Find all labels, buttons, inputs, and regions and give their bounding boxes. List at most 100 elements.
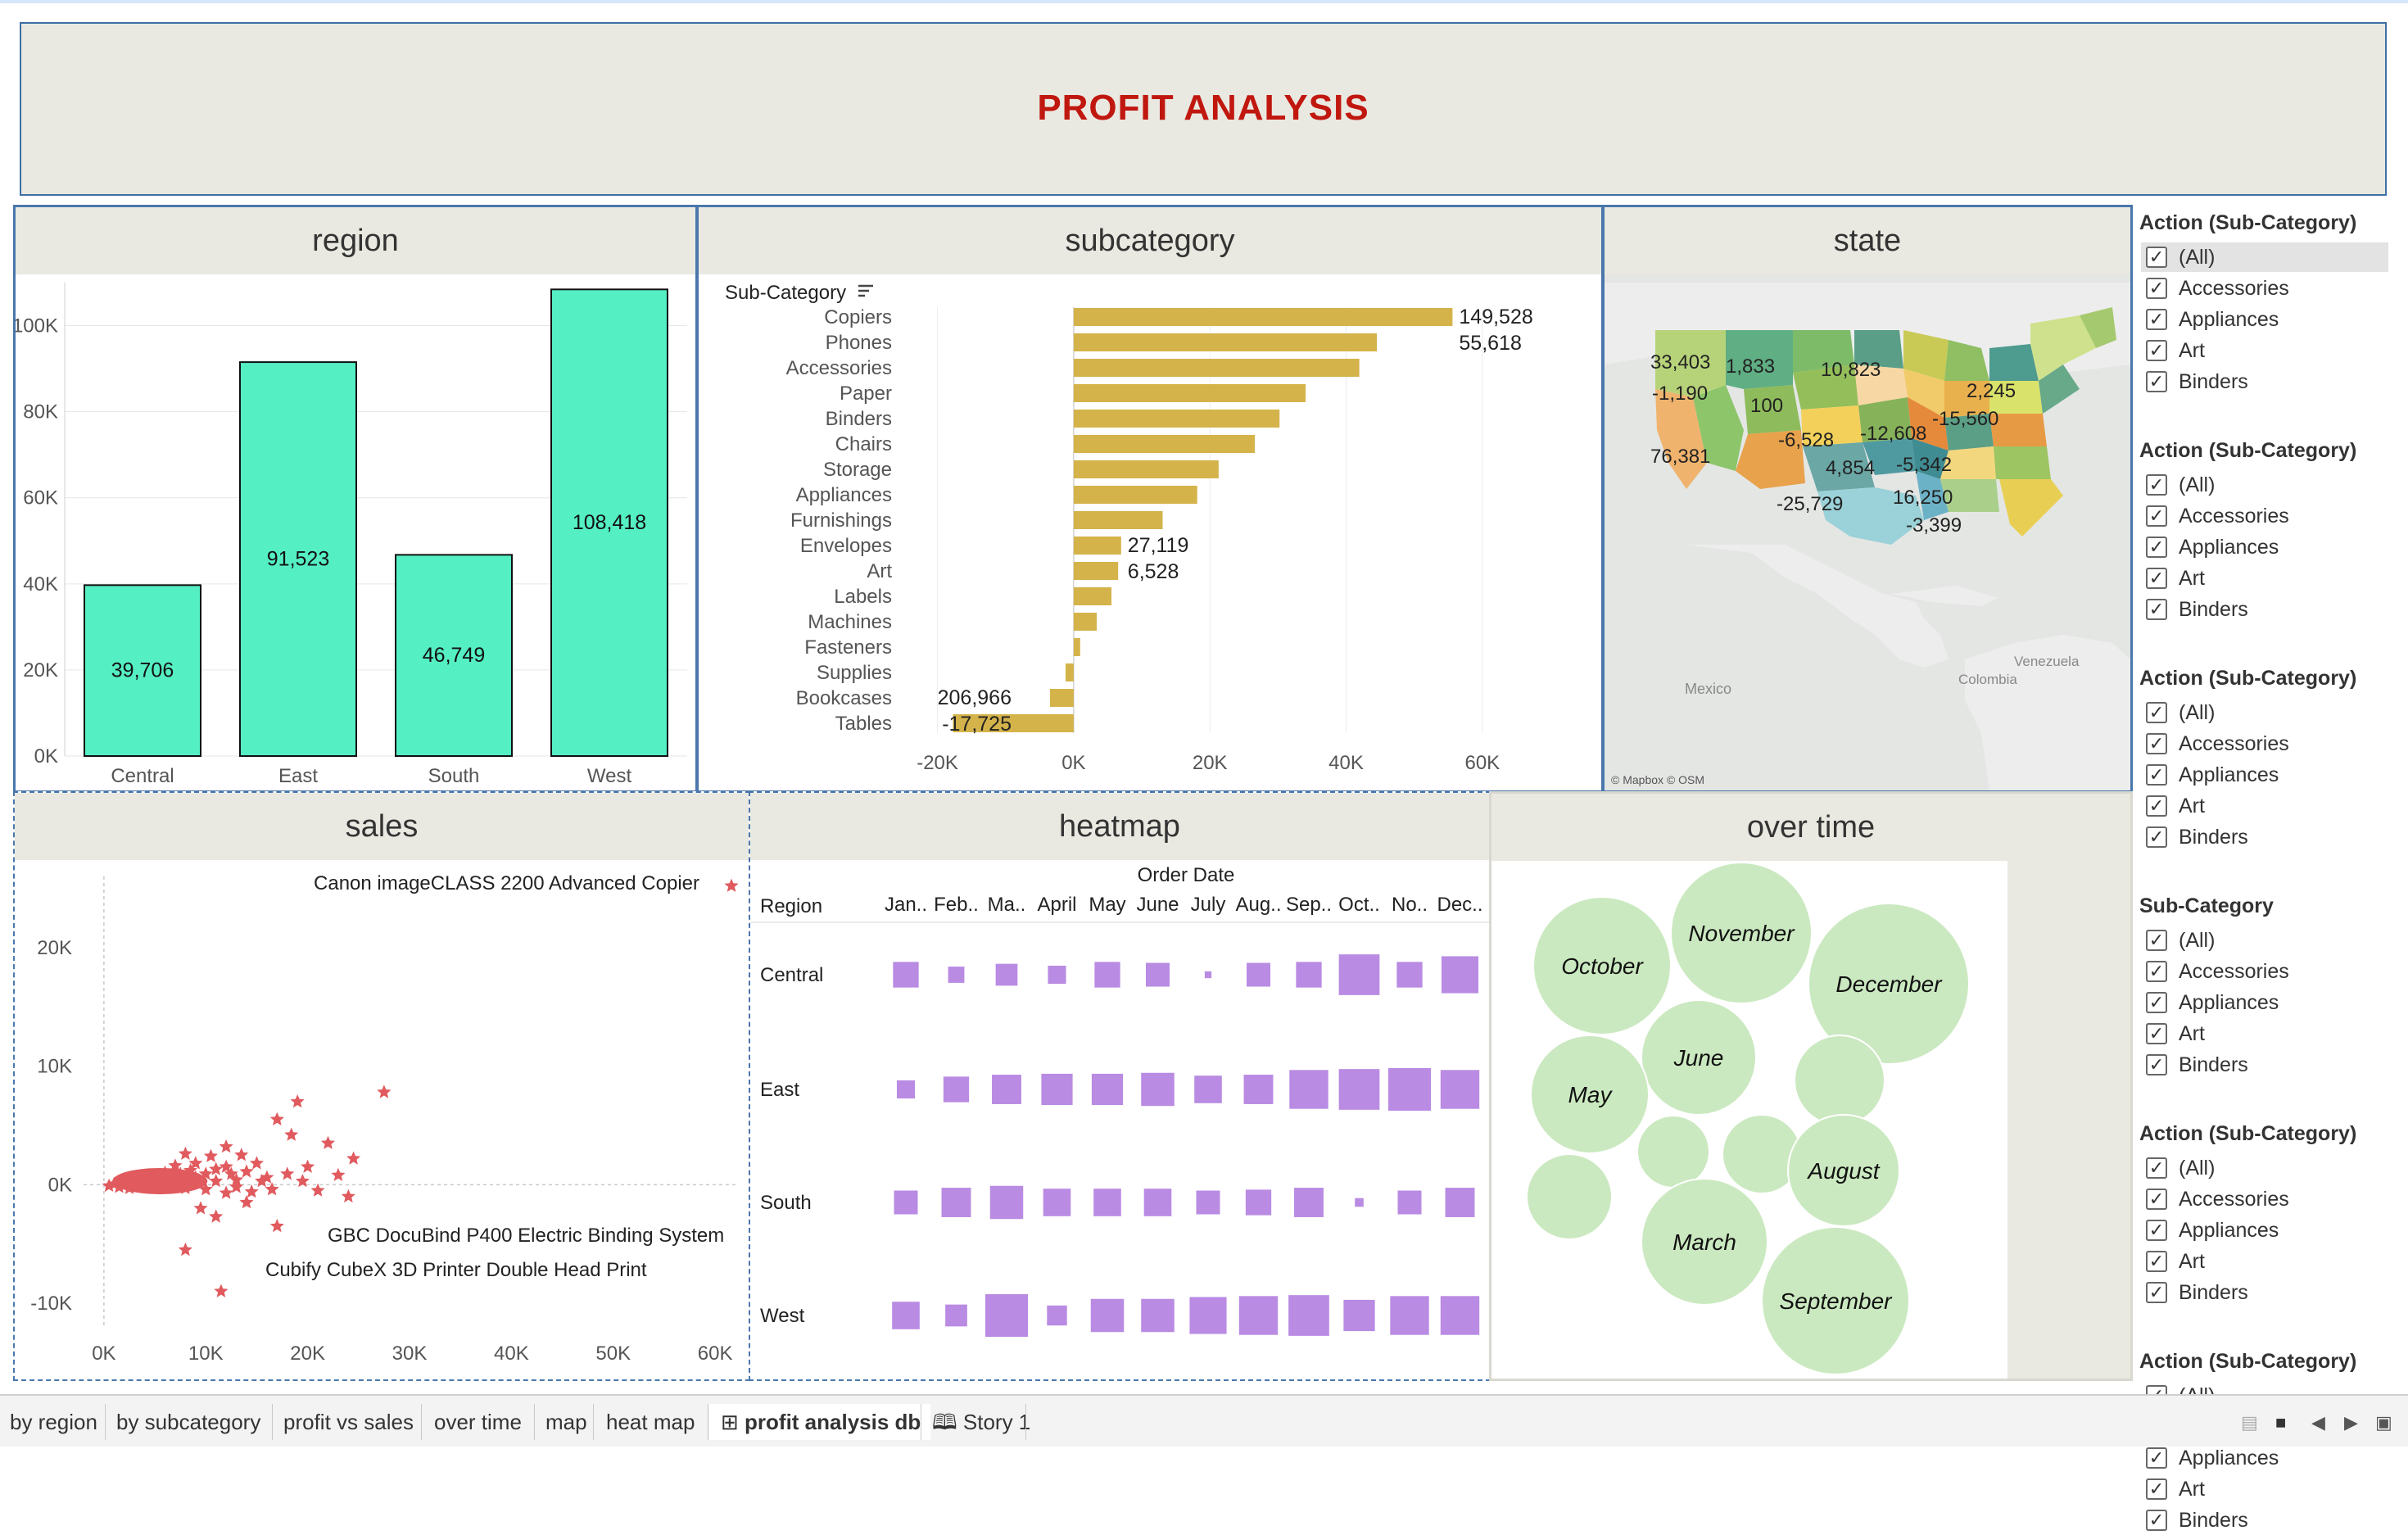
month-bubble[interactable] (1636, 1115, 1710, 1189)
checkbox-checked-icon[interactable]: ✓ (2146, 599, 2167, 620)
sales-scatter-chart[interactable]: -10K 0K 10K 20K 0K 10K 20K 30K 40K 50K 60K Canon im… (15, 860, 749, 1379)
checkbox-checked-icon[interactable]: ✓ (2146, 505, 2167, 527)
sales-point[interactable] (301, 1159, 315, 1173)
checkbox-checked-icon[interactable]: ✓ (2146, 1510, 2167, 1531)
sales-point[interactable] (265, 1182, 279, 1196)
sales-point[interactable] (209, 1161, 224, 1175)
sales-point[interactable] (198, 1166, 213, 1180)
checkbox-checked-icon[interactable]: ✓ (2146, 309, 2167, 330)
sales-point[interactable] (209, 1174, 224, 1188)
region-panel[interactable]: region 0K 20K 40K 60K 80K 100K 39,706 Central 91… (13, 205, 698, 793)
heatmap-cell[interactable] (1090, 1298, 1125, 1333)
heatmap-cell[interactable] (1143, 1189, 1172, 1216)
filter-option[interactable]: ✓ Appliances (2141, 532, 2388, 562)
sales-point[interactable] (341, 1189, 355, 1203)
heatmap-cell[interactable] (1343, 1299, 1375, 1332)
heatmap-cell[interactable] (992, 1075, 1021, 1104)
heatmap-cell[interactable] (1094, 962, 1120, 988)
sales-point[interactable] (183, 1162, 198, 1177)
tab-over-time[interactable]: over time (434, 1410, 522, 1434)
sales-point[interactable] (178, 1146, 192, 1160)
sales-point[interactable] (178, 1242, 192, 1257)
checkbox-checked-icon[interactable]: ✓ (2146, 930, 2167, 951)
month-bubble[interactable] (1641, 999, 1757, 1116)
sort-icon[interactable] (858, 284, 873, 297)
filter-option[interactable]: ✓ Binders (2141, 1506, 2388, 1535)
state-panel[interactable]: state (1602, 205, 2133, 793)
filter-option[interactable]: ✓ Art (2141, 1474, 2388, 1504)
subcategory-bar-bookcases[interactable] (1050, 689, 1074, 707)
checkbox-checked-icon[interactable]: ✓ (2146, 1220, 2167, 1241)
checkbox-checked-icon[interactable]: ✓ (2146, 992, 2167, 1013)
state-map[interactable]: Mexico Venezuela Colombia © Mapbox © OSM… (1605, 274, 2130, 790)
sales-point[interactable] (377, 1084, 392, 1098)
checkbox-checked-icon[interactable]: ✓ (2146, 247, 2167, 268)
sales-point[interactable] (239, 1195, 254, 1209)
tab-map[interactable]: map (545, 1410, 587, 1434)
heatmap-cell[interactable] (989, 1185, 1024, 1220)
sales-point[interactable] (188, 1156, 203, 1170)
subcategory-bar-binders[interactable] (1073, 410, 1280, 428)
heatmap-chart[interactable]: Order Date Region Jan.. Feb.. Ma.. April May Ju… (750, 860, 1489, 1379)
sales-point[interactable] (214, 1284, 229, 1297)
subcategory-bar-labels[interactable] (1073, 587, 1112, 605)
over-time-bubble-chart[interactable]: October November December June May August Marc… (1491, 861, 2132, 1380)
checkbox-checked-icon[interactable]: ✓ (2146, 733, 2167, 754)
heatmap-cell[interactable] (941, 1188, 971, 1217)
previous-sheet-icon[interactable]: ◀ (2311, 1412, 2325, 1433)
heatmap-cell[interactable] (1048, 965, 1066, 985)
heatmap-cell[interactable] (1396, 962, 1423, 988)
filter-option[interactable]: ✓ Appliances (2141, 1443, 2388, 1473)
checkbox-checked-icon[interactable]: ✓ (2146, 1478, 2167, 1500)
heatmap-cell[interactable] (1388, 1068, 1431, 1111)
region-bar-central[interactable] (84, 584, 201, 757)
sales-point[interactable] (320, 1135, 336, 1149)
heatmap-cell[interactable] (1141, 1298, 1175, 1333)
heatmap-cell[interactable] (1189, 1297, 1227, 1334)
heatmap-cell[interactable] (945, 1304, 967, 1327)
sales-point[interactable] (178, 1180, 192, 1194)
filter-option[interactable]: ✓ Binders (2141, 367, 2388, 396)
heatmap-cell[interactable] (1043, 1189, 1071, 1216)
sales-point[interactable] (198, 1182, 213, 1196)
filter-option[interactable]: ✓ Binders (2141, 1278, 2388, 1307)
sales-panel[interactable]: sales -10K 0K 10K 20K 0K 10K 20K 30K 40K 50K 60K Ca… (13, 791, 750, 1381)
sales-point[interactable] (219, 1159, 233, 1173)
filter-option[interactable]: ✓ (All) (2141, 242, 2388, 272)
heatmap-cell[interactable] (894, 1190, 918, 1215)
sales-point[interactable] (152, 1174, 167, 1188)
filter-option[interactable]: ✓ Accessories (2141, 501, 2388, 531)
sales-point[interactable] (284, 1127, 299, 1141)
filter-option[interactable]: ✓ Art (2141, 564, 2388, 593)
sales-point[interactable] (193, 1201, 208, 1215)
heatmap-cell[interactable] (1091, 1073, 1124, 1106)
heatmap-cell[interactable] (1441, 956, 1479, 994)
tab-profit-vs-sales[interactable]: profit vs sales (283, 1410, 414, 1434)
tab-heat-map[interactable]: heat map (606, 1410, 695, 1434)
month-bubble[interactable] (1526, 1153, 1613, 1240)
heatmap-cell[interactable] (1355, 1198, 1364, 1207)
heatmap-cell[interactable] (1440, 1070, 1480, 1109)
heatmap-cell[interactable] (985, 1294, 1028, 1337)
region-bar-west[interactable] (550, 288, 668, 758)
tab-by-region[interactable]: by region (10, 1410, 97, 1434)
sales-point[interactable] (122, 1180, 137, 1194)
region-bar-chart[interactable]: 0K 20K 40K 60K 80K 100K 39,706 Central 91,523 Eas… (16, 274, 695, 790)
sales-point[interactable] (173, 1166, 188, 1180)
heatmap-cell[interactable] (1289, 1070, 1328, 1109)
sales-point[interactable] (229, 1172, 244, 1186)
over-time-panel[interactable]: over time October November December June May… (1489, 791, 2133, 1381)
region-bar-east[interactable] (239, 361, 357, 758)
sales-point[interactable] (112, 1180, 127, 1193)
heatmap-cell[interactable] (1238, 1296, 1279, 1335)
heatmap-cell[interactable] (1141, 1072, 1175, 1107)
sales-point[interactable] (138, 1179, 152, 1193)
heatmap-cell[interactable] (1440, 1296, 1480, 1335)
checkbox-checked-icon[interactable]: ✓ (2146, 371, 2167, 392)
checkbox-checked-icon[interactable]: ✓ (2146, 795, 2167, 817)
month-bubble[interactable] (1670, 862, 1813, 1004)
month-bubble[interactable] (1761, 1226, 1910, 1375)
sales-point[interactable] (219, 1185, 233, 1199)
subcategory-bar-tables[interactable] (953, 714, 1074, 732)
filmstrip-view-icon[interactable]: ▤ (2241, 1412, 2258, 1433)
